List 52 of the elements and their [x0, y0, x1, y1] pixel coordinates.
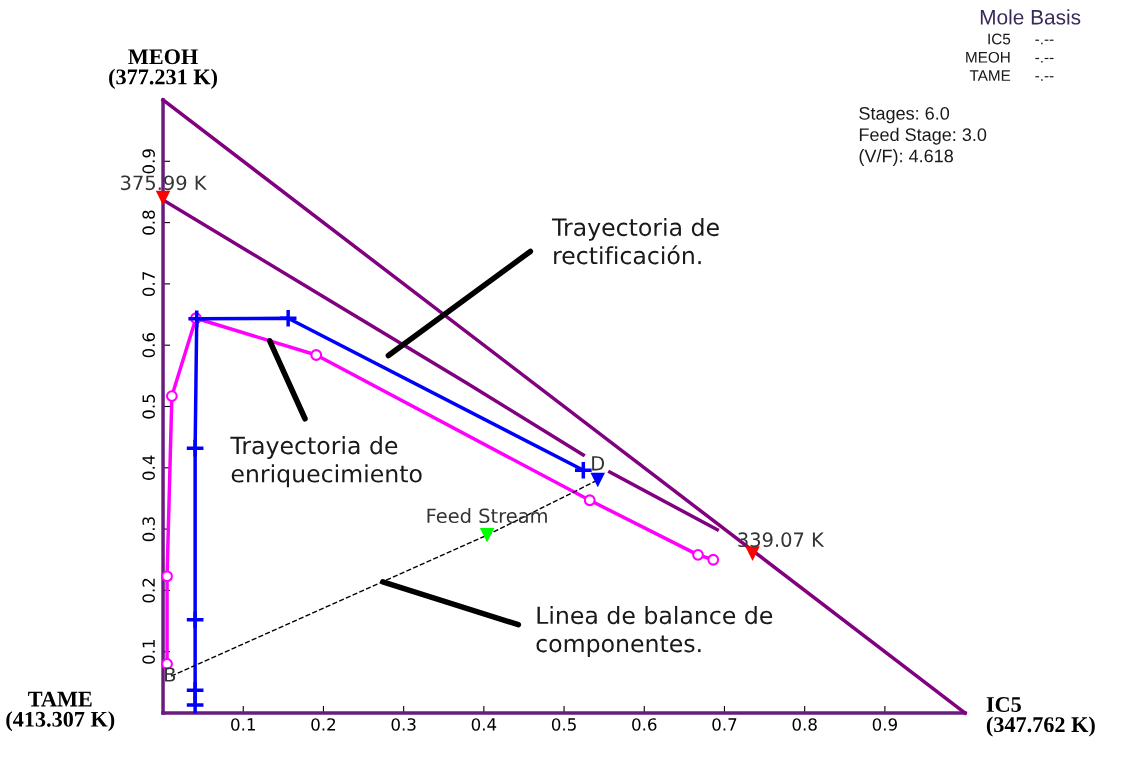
annotation: Linea de balance de componentes. — [536, 605, 773, 657]
annotation: D — [592, 456, 605, 471]
annotation: Trayectoria de enriquecimiento — [230, 436, 422, 488]
x-tick-label: 0.1 — [231, 718, 255, 731]
annotation: MEOH (377.231 K) — [109, 49, 217, 89]
y-tick-label: 0.1 — [142, 639, 155, 664]
point — [186, 308, 207, 329]
x-tick-label: 0.4 — [471, 718, 497, 731]
text: -.-- — [1035, 57, 1054, 63]
text: TAME — [969, 70, 1011, 81]
point — [185, 680, 206, 701]
text: MEOH — [966, 51, 1010, 63]
text: IC5 — [988, 33, 1011, 45]
point — [745, 546, 760, 561]
point — [278, 308, 299, 329]
y-tick-label: 0.8 — [142, 210, 155, 235]
point — [185, 609, 206, 630]
point — [185, 438, 206, 459]
annotation: Trayectoria de rectificación. — [551, 217, 719, 265]
y-tick-label: 0.6 — [142, 332, 155, 358]
point — [573, 460, 594, 481]
y-tick-label: 0.9 — [142, 149, 155, 174]
point — [692, 548, 704, 561]
x-tick-label: 0.6 — [632, 718, 657, 731]
point — [707, 553, 720, 566]
annotation: (V/F): 4.618 — [859, 149, 953, 166]
annotation: Stages: 6.0 — [859, 106, 950, 124]
text: -.-- — [1035, 39, 1054, 45]
y-tick-label: 0.3 — [142, 517, 155, 542]
x-tick-label: 0.8 — [792, 718, 817, 731]
y-tick-label: 0.5 — [142, 394, 155, 419]
y-tick-label: 0.2 — [142, 578, 155, 603]
x-tick-label: 0.3 — [391, 718, 416, 731]
point — [161, 570, 173, 583]
annotation: 339.07 K — [738, 532, 825, 548]
text: TAME (413.307 K) — [6, 691, 115, 732]
text: -.-- — [1035, 76, 1054, 81]
point — [165, 390, 178, 402]
point — [583, 494, 596, 507]
x-tick-label: 0.5 — [551, 718, 576, 731]
x-tick-label: 0.7 — [712, 718, 737, 731]
x-tick-label: 0.2 — [311, 718, 336, 731]
annotation: IC5 (347.762 K) — [986, 697, 1095, 737]
y-tick-label: 0.4 — [142, 455, 155, 480]
text: Mole Basis — [980, 9, 1081, 25]
point — [479, 527, 495, 543]
annotation: Feed Stage: 3.0 — [859, 127, 987, 145]
point — [155, 190, 171, 206]
annotation: B — [165, 667, 176, 682]
point — [310, 349, 323, 361]
x-tick-label: 0.9 — [872, 718, 897, 731]
y-tick-label: 0.7 — [142, 272, 155, 297]
